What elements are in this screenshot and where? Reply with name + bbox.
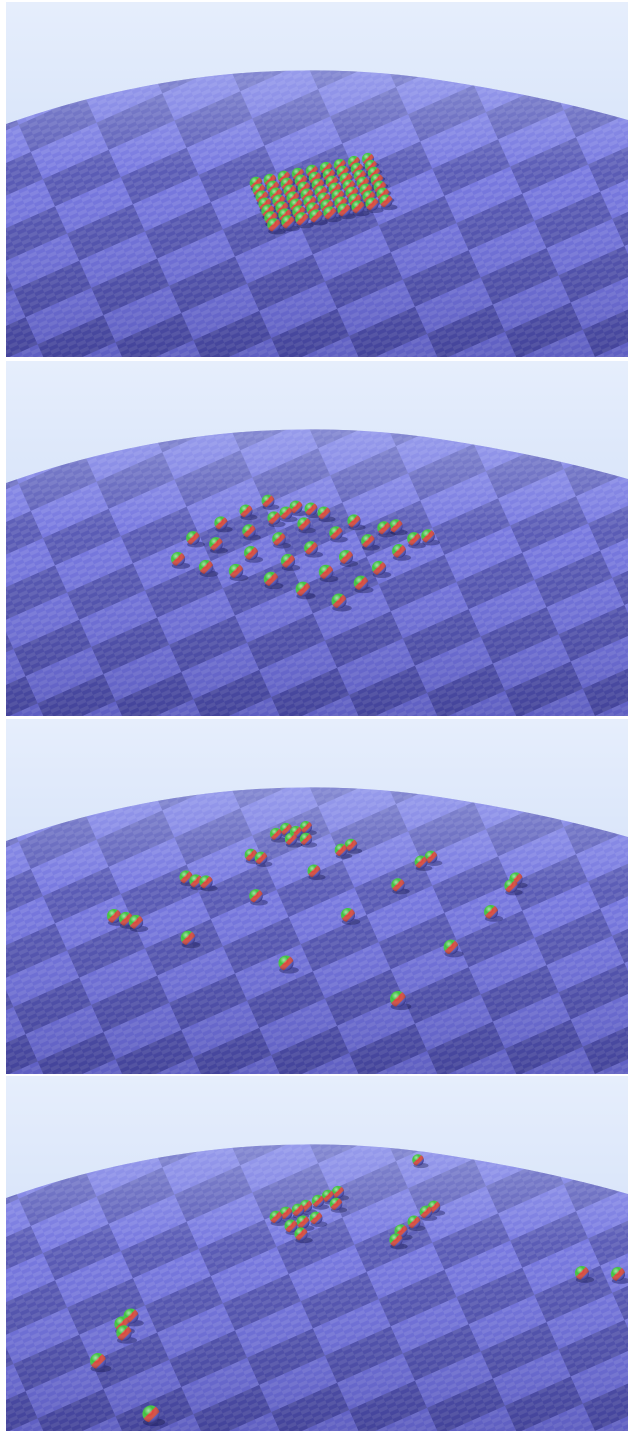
ball-shade	[304, 541, 318, 555]
ball-shade	[249, 889, 263, 903]
ball-shade	[319, 565, 333, 579]
ball-shade	[309, 209, 322, 222]
ground-haze	[6, 787, 628, 1074]
ball-shade	[239, 504, 252, 517]
ball-shade	[484, 905, 498, 919]
ball-shade	[310, 1212, 323, 1225]
ball-shade	[390, 991, 406, 1007]
ball-shade	[199, 875, 212, 888]
ball-shade	[307, 864, 320, 877]
ball-shade	[262, 495, 275, 508]
ball-shade	[354, 576, 369, 591]
ball-shade	[372, 561, 386, 575]
ball-shade	[444, 940, 459, 955]
frame	[6, 1076, 628, 1431]
ball-shade	[116, 1325, 131, 1340]
ball-shade	[575, 1266, 589, 1280]
ball-shade	[504, 879, 517, 892]
ball-shade	[186, 531, 200, 545]
ball-shade	[229, 564, 243, 578]
ball-shade	[329, 526, 343, 540]
ball-shade	[297, 517, 310, 530]
ball-shade	[142, 1405, 159, 1422]
ball-shade	[90, 1353, 106, 1369]
ball-shade	[339, 550, 353, 564]
ball-shade	[317, 506, 330, 519]
ball-shade	[278, 955, 293, 970]
ball-shade	[312, 1195, 324, 1207]
ball-shade	[267, 511, 280, 524]
ball-shade	[611, 1267, 625, 1281]
ball-shade	[285, 833, 297, 845]
ball-shade	[297, 1216, 310, 1229]
ball-shade	[351, 200, 364, 213]
ball-shade	[337, 203, 350, 216]
ball-shade	[407, 532, 421, 546]
ball-shade	[214, 516, 227, 529]
ball-shade	[267, 218, 281, 232]
ball-shade	[279, 506, 292, 519]
ball-shade	[107, 909, 121, 923]
ball-shade	[281, 554, 295, 568]
ball-shade	[361, 534, 375, 548]
ball-shade	[377, 521, 390, 534]
ball-shade	[264, 572, 279, 587]
ball-shade	[300, 833, 312, 845]
ball-shade	[272, 532, 286, 546]
ball-shade	[347, 514, 360, 527]
ball-shade	[255, 852, 268, 865]
ball-shade	[270, 828, 282, 840]
ground-haze	[6, 429, 628, 716]
ball-shade	[292, 1204, 305, 1217]
ball-shade	[408, 1216, 421, 1229]
ball-shade	[171, 552, 185, 566]
ball-shade	[244, 546, 258, 560]
ground-haze	[6, 1144, 628, 1431]
ball-shade	[379, 194, 392, 207]
ball-shade	[209, 537, 223, 551]
ball-shade	[391, 878, 404, 891]
ball-shade	[335, 844, 348, 857]
ball-shade	[323, 206, 336, 219]
ball-shade	[296, 582, 311, 597]
ball-shade	[392, 544, 406, 558]
ball-shade	[294, 1227, 307, 1240]
ball-shade	[330, 1198, 343, 1211]
ball-shade	[129, 915, 143, 929]
ball-shade	[421, 529, 435, 543]
ball-shade	[412, 1154, 424, 1166]
ball-shade	[242, 524, 255, 537]
ball-shade	[199, 560, 213, 574]
ball-shade	[270, 1211, 283, 1224]
ball-shade	[420, 1206, 433, 1219]
ball-shade	[341, 908, 355, 922]
ball-shade	[331, 593, 346, 608]
ball-shade	[389, 519, 402, 532]
frames	[0, 0, 628, 1432]
ball-shade	[181, 931, 196, 946]
page: (() => { const svg = document.getElement…	[0, 0, 628, 1432]
frame	[6, 2, 628, 357]
ball-shade	[295, 212, 308, 225]
frame	[6, 361, 628, 716]
ball-shade	[389, 1233, 402, 1246]
ball-shade	[281, 215, 294, 228]
ball-shade	[365, 197, 378, 210]
frame	[6, 719, 628, 1074]
ball-shade	[415, 856, 428, 869]
ball-shade	[304, 502, 317, 515]
